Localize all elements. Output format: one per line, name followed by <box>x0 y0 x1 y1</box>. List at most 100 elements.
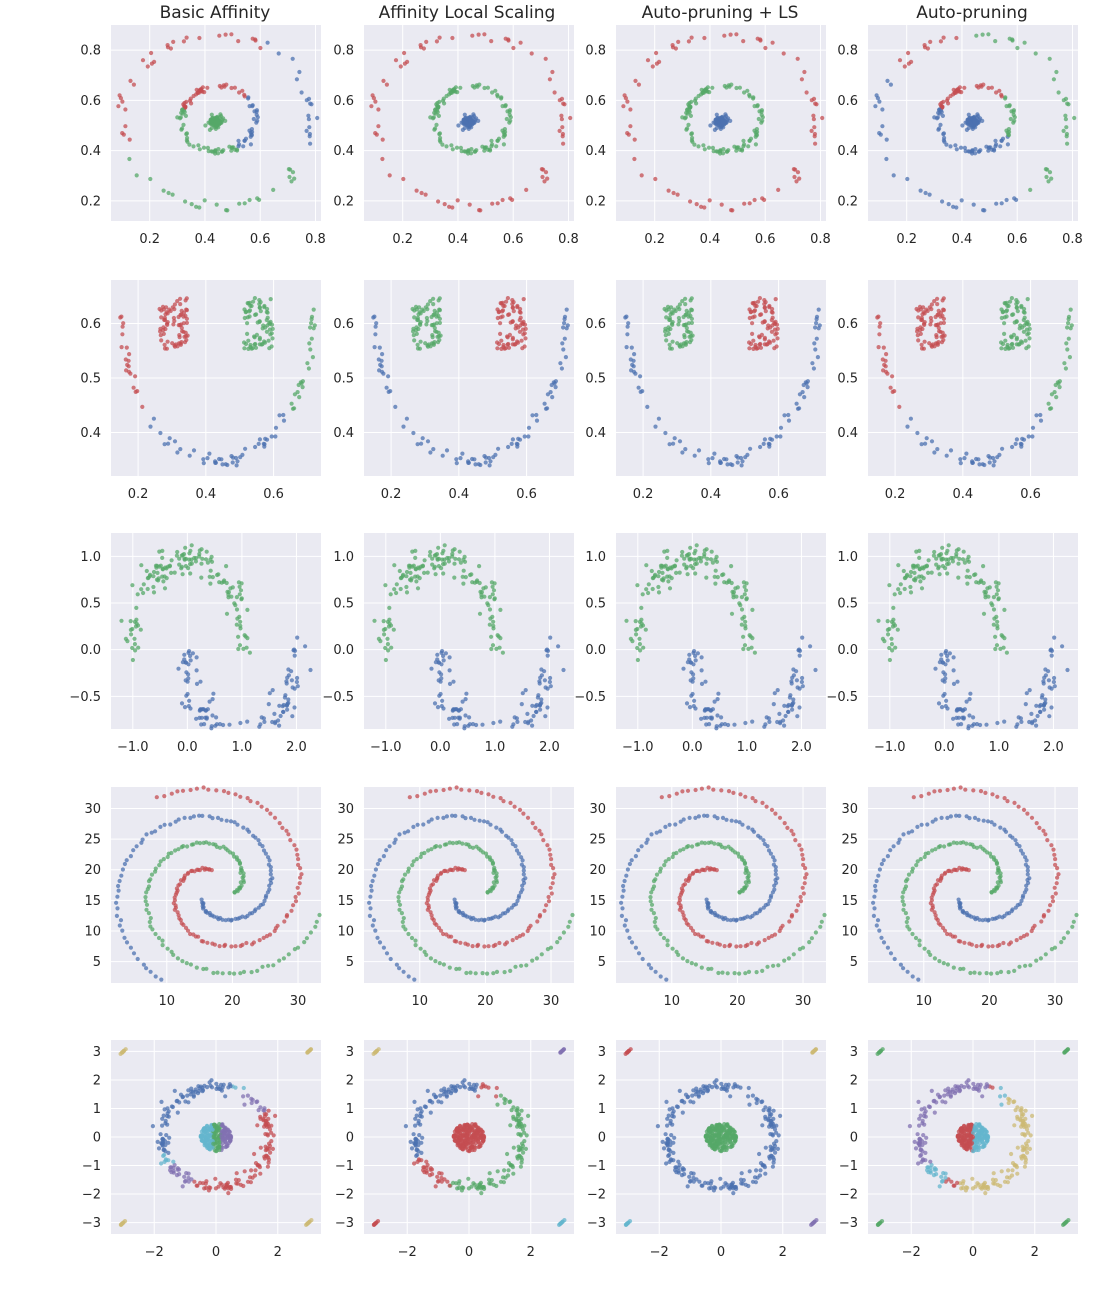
scatter-point <box>403 927 408 932</box>
scatter-point <box>215 970 220 975</box>
scatter-point <box>491 455 496 460</box>
scatter-point <box>637 636 642 641</box>
scatter-point <box>662 564 667 569</box>
scatter-point <box>888 82 894 87</box>
scatter-point <box>1012 800 1017 806</box>
scatter-point <box>272 815 278 820</box>
scatter-point <box>447 965 452 970</box>
scatter-point <box>188 658 193 663</box>
scatter-point <box>676 39 681 45</box>
scatter-point <box>750 607 755 613</box>
scatter-point <box>114 913 119 919</box>
scatter-point <box>937 572 942 577</box>
scatter-point <box>436 313 441 318</box>
scatter-point <box>425 439 431 444</box>
scatter-point <box>295 684 300 689</box>
x-tick-label: 0.6 <box>768 487 789 502</box>
scatter-point <box>548 635 553 640</box>
scatter-point <box>954 205 959 210</box>
scatter-point <box>986 917 991 923</box>
scatter-point <box>738 944 743 949</box>
scatter-point <box>684 322 689 327</box>
scatter-point <box>182 815 187 821</box>
scatter-point <box>944 698 949 703</box>
scatter-point <box>470 944 475 949</box>
scatter-point <box>125 639 130 644</box>
scatter-point <box>771 338 776 343</box>
scatter-point <box>1027 876 1032 881</box>
scatter-point <box>1047 56 1052 61</box>
scatter-point <box>566 924 571 929</box>
scatter-point <box>760 118 765 123</box>
scatter-point <box>915 430 920 436</box>
scatter-point <box>1002 719 1007 724</box>
scatter-point <box>504 833 509 838</box>
scatter-point <box>729 564 734 569</box>
scatter-point <box>667 794 672 799</box>
scatter-point <box>248 142 253 147</box>
scatter-point <box>752 650 758 655</box>
scatter-point <box>951 87 956 92</box>
scatter-point <box>168 46 173 51</box>
scatter-point <box>749 940 754 946</box>
scatter-point <box>796 903 801 908</box>
scatter-point <box>251 116 256 122</box>
scatter-point <box>962 85 967 90</box>
scatter-point <box>1046 678 1051 683</box>
scatter-point <box>308 347 313 352</box>
scatter-point <box>693 562 698 567</box>
y-tick-label: 20 <box>337 863 354 878</box>
scatter-point <box>812 341 817 346</box>
scatter-point <box>1029 711 1034 717</box>
scatter-point <box>965 568 970 573</box>
scatter-point <box>1048 903 1053 908</box>
scatter-point <box>238 720 243 726</box>
scatter-point <box>708 715 713 720</box>
scatter-point <box>802 881 807 886</box>
scatter-point <box>689 131 695 136</box>
scatter-point <box>659 577 665 582</box>
scatter-point <box>179 566 184 571</box>
scatter-point <box>206 1127 212 1132</box>
scatter-point <box>664 315 669 320</box>
scatter-point <box>272 711 277 717</box>
scatter-point <box>114 900 119 905</box>
scatter-point <box>905 969 910 974</box>
scatter-point <box>180 107 185 112</box>
scatter-point <box>413 555 418 561</box>
scatter-point <box>516 436 521 441</box>
scatter-point <box>911 795 916 800</box>
scatter-point <box>410 863 415 868</box>
scatter-point <box>1010 341 1015 347</box>
scatter-point <box>752 197 757 203</box>
scatter-point <box>917 555 922 561</box>
scatter-point <box>284 828 289 833</box>
scatter-point <box>883 364 888 369</box>
scatter-point <box>734 944 739 949</box>
scatter-point <box>994 201 999 206</box>
x-tick-label: 0.2 <box>885 487 906 502</box>
scatter-point <box>926 791 931 796</box>
scatter-point <box>734 148 739 153</box>
scatter-point <box>746 969 752 975</box>
scatter-point <box>404 584 409 590</box>
scatter-point <box>658 931 663 937</box>
scatter-point <box>1061 98 1066 103</box>
y-tick-label: 10 <box>841 924 858 939</box>
scatter-point <box>915 333 920 338</box>
scatter-point <box>481 819 487 824</box>
scatter-point <box>763 309 768 314</box>
scatter-point <box>234 607 240 612</box>
scatter-point <box>659 795 664 800</box>
x-tick-label: 10 <box>412 994 429 1009</box>
scatter-point <box>998 969 1004 975</box>
scatter-point <box>747 346 752 351</box>
scatter-point <box>750 827 755 832</box>
x-tick-label: 2.0 <box>539 740 560 755</box>
scatter-point <box>742 643 748 648</box>
scatter-point <box>1061 128 1066 133</box>
scatter-point <box>890 389 895 394</box>
scatter-point <box>437 670 442 675</box>
scatter-point <box>545 843 550 848</box>
scatter-point <box>237 592 242 597</box>
